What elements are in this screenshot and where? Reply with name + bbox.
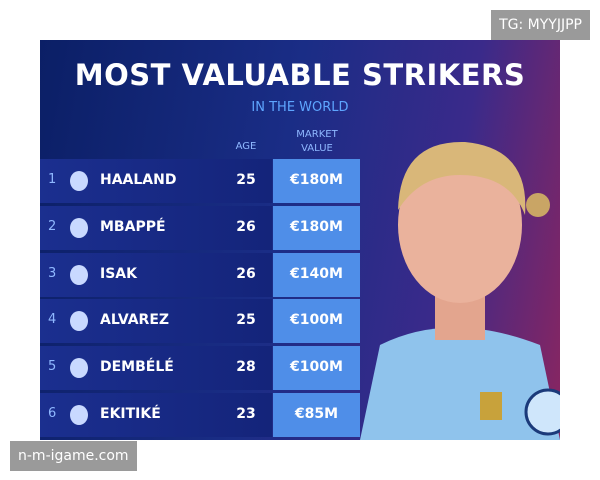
- subtitle: IN THE WORLD: [251, 100, 349, 115]
- watermark: n-m-igame.com: [10, 441, 137, 471]
- age: 25: [236, 172, 256, 188]
- age: 26: [236, 265, 256, 282]
- player-portrait: [360, 141, 560, 440]
- rank: 5: [48, 359, 57, 375]
- header-market-value: MARKET VALUE: [296, 129, 338, 154]
- value-background: [273, 252, 360, 297]
- watermark: TG: MYYJJPP: [491, 10, 590, 40]
- club-crest: [70, 217, 88, 238]
- player-name: DEMBÉLÉ: [100, 359, 174, 376]
- player-name: HAALAND: [100, 172, 177, 188]
- rank: 6: [48, 406, 57, 421]
- title: MOST VALUABLE STRIKERS: [74, 58, 526, 92]
- age: 28: [236, 359, 256, 376]
- table-row: 1 HAALAND 25 €180M: [40, 159, 360, 203]
- value-background: [273, 159, 360, 203]
- player-name: EKITIKÉ: [100, 406, 161, 422]
- value-background: [273, 299, 360, 344]
- market-value: €85M: [294, 406, 339, 422]
- infographic: MOST VALUABLE STRIKERS IN THE WORLD AGE …: [40, 40, 560, 440]
- club-crest: [70, 358, 88, 379]
- player-name: MBAPPÉ: [100, 218, 166, 235]
- club-crest: [70, 311, 88, 332]
- market-value: €180M: [290, 218, 343, 235]
- table-row: 4 ALVAREZ 25 €100M: [40, 299, 360, 344]
- rank: 3: [48, 265, 57, 281]
- player-name: ISAK: [100, 265, 137, 282]
- value-background: [273, 393, 360, 437]
- market-value: €180M: [290, 172, 343, 188]
- rank: 1: [48, 172, 57, 187]
- rank: 2: [48, 218, 57, 234]
- table-row: 5 DEMBÉLÉ 28 €100M: [40, 346, 360, 391]
- player-name: ALVAREZ: [100, 312, 170, 329]
- market-value: €100M: [290, 359, 343, 376]
- club-crest: [70, 405, 88, 425]
- table-row: 2 MBAPPÉ 26 €180M: [40, 205, 360, 250]
- market-value: €100M: [290, 312, 343, 329]
- rank: 4: [48, 312, 57, 328]
- age: 26: [236, 218, 256, 235]
- age: 23: [236, 406, 256, 422]
- table-row: 3 ISAK 26 €140M: [40, 252, 360, 297]
- header-age: AGE: [235, 141, 257, 152]
- value-background: [273, 346, 360, 391]
- club-crest: [70, 171, 88, 191]
- value-background: [273, 205, 360, 250]
- table-row: 6 EKITIKÉ 23 €85M: [40, 393, 360, 437]
- market-value: €140M: [290, 265, 343, 282]
- club-crest: [70, 264, 88, 285]
- age: 25: [236, 312, 256, 329]
